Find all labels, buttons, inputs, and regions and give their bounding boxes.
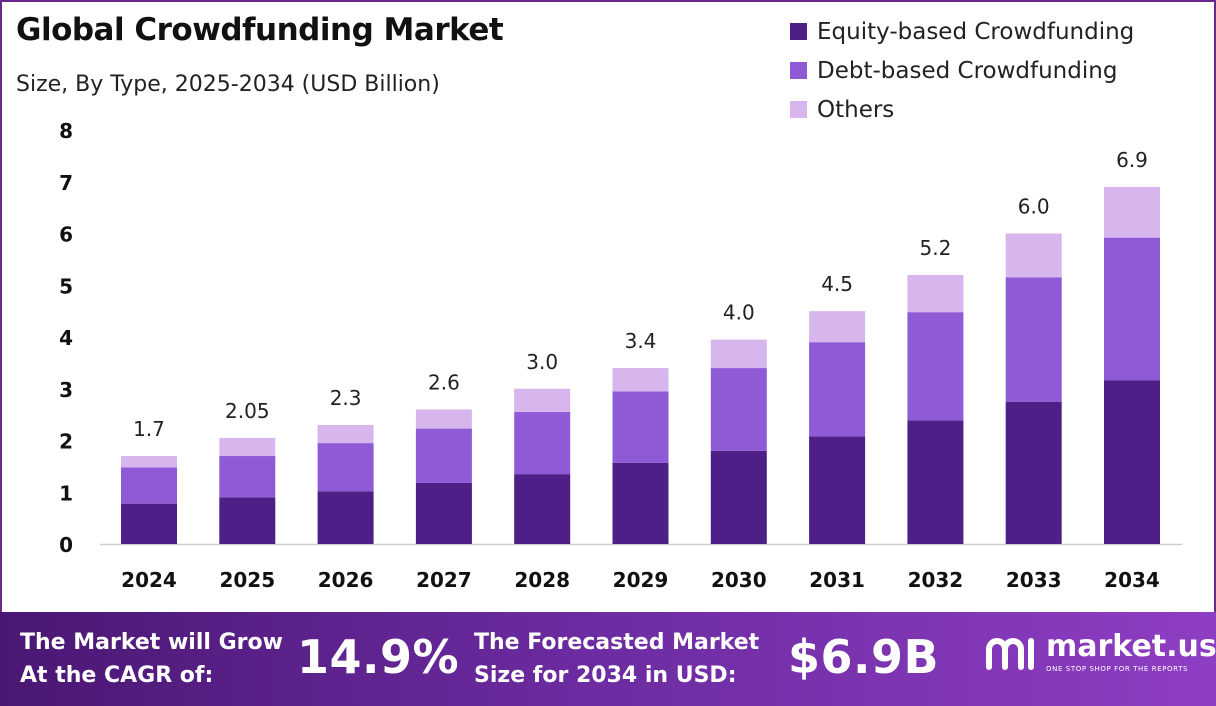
y-tick-label: 0 (59, 533, 73, 557)
y-tick-label: 6 (59, 223, 73, 247)
cagr-label-line2: At the CAGR of: (20, 663, 214, 688)
legend-swatch-debt (790, 62, 807, 79)
y-tick-label: 7 (59, 171, 73, 195)
bar-segment-debt (710, 368, 767, 451)
x-tick-label: 2028 (514, 568, 570, 592)
forecast-label: The Forecasted Market Size for 2034 in U… (474, 626, 759, 692)
bar-segment-others (514, 388, 571, 413)
x-tick-label: 2026 (318, 568, 374, 592)
y-tick-label: 4 (59, 326, 73, 350)
bar-total-label: 2.05 (225, 399, 270, 423)
legend-label-others: Others (817, 96, 895, 123)
bar-total-label: 1.7 (133, 417, 165, 441)
cagr-label-line1: The Market will Grow (20, 630, 283, 655)
bar-segment-others (612, 368, 669, 392)
legend-label-equity: Equity-based Crowdfunding (817, 18, 1135, 45)
x-tick-label: 2024 (121, 568, 177, 592)
legend: Equity-based Crowdfunding Debt-based Cro… (790, 12, 1134, 129)
forecast-label-line2: Size for 2034 in USD: (474, 663, 737, 688)
bar-segment-equity (612, 462, 669, 544)
bar-segment-debt (809, 342, 866, 437)
bar-segment-equity (809, 436, 866, 544)
y-tick-label: 3 (59, 378, 73, 402)
bar-segment-debt (1005, 277, 1062, 402)
legend-swatch-equity (790, 23, 807, 40)
market-us-logo: market.us ONE STOP SHOP FOR THE REPORTS (984, 632, 1216, 673)
bar-segment-debt (415, 428, 472, 483)
bar-segment-debt (907, 312, 964, 421)
legend-item-others: Others (790, 90, 1134, 129)
bar-segment-others (415, 409, 472, 429)
bar-segment-equity (710, 450, 767, 544)
x-tick-label: 2025 (219, 568, 275, 592)
x-tick-label: 2034 (1104, 568, 1160, 592)
x-tick-label: 2027 (416, 568, 472, 592)
legend-label-debt: Debt-based Crowdfunding (817, 57, 1118, 84)
brand-name: market.us (1046, 629, 1216, 664)
cagr-value: 14.9% (297, 630, 460, 684)
footer-banner: The Market will Grow At the CAGR of: 14.… (0, 612, 1216, 706)
bar-total-label: 6.9 (1116, 148, 1148, 172)
legend-swatch-others (790, 101, 807, 118)
bar-total-label: 3.4 (625, 329, 657, 353)
bar-total-label: 6.0 (1018, 195, 1050, 219)
bar-total-label: 4.5 (821, 272, 853, 296)
bar-segment-others (907, 274, 964, 313)
chart-title: Global Crowdfunding Market (16, 12, 504, 48)
cagr-label: The Market will Grow At the CAGR of: (20, 626, 283, 692)
y-tick-label: 8 (59, 119, 73, 143)
bar-segment-equity (1005, 401, 1062, 544)
logo-text: market.us ONE STOP SHOP FOR THE REPORTS (1046, 629, 1216, 674)
forecast-label-line1: The Forecasted Market (474, 630, 760, 655)
y-tick-label: 5 (59, 274, 73, 298)
bar-segment-equity (317, 491, 374, 544)
x-tick-label: 2033 (1006, 568, 1062, 592)
forecast-value: $6.9B (788, 630, 940, 684)
bar-segment-equity (121, 503, 177, 544)
x-tick-label: 2031 (809, 568, 865, 592)
bar-segment-debt (121, 467, 177, 504)
bar-segment-others (219, 437, 276, 457)
bar-segment-equity (219, 497, 276, 544)
stacked-bar-chart: 0 1 2 3 4 5 6 7 8 1.7 2024 2.05 2025 2.3 2026 2.6 2027 3.… (59, 119, 1182, 592)
legend-item-equity: Equity-based Crowdfunding (790, 12, 1134, 51)
legend-item-debt: Debt-based Crowdfunding (790, 51, 1134, 90)
y-tick-label: 1 (59, 481, 73, 505)
x-tick-label: 2032 (908, 568, 964, 592)
bar-segment-others (1005, 233, 1062, 278)
bar-total-label: 3.0 (526, 350, 558, 374)
bar-segment-others (710, 339, 767, 369)
bar-total-label: 5.2 (919, 236, 951, 260)
chart-subtitle: Size, By Type, 2025-2034 (USD Billion) (16, 72, 440, 97)
bar-total-label: 2.6 (428, 370, 460, 394)
x-tick-label: 2030 (711, 568, 767, 592)
bar-segment-debt (317, 443, 374, 492)
y-tick-label: 2 (59, 430, 73, 454)
x-tick-label: 2029 (613, 568, 669, 592)
bar-segment-equity (514, 474, 571, 544)
bar-segment-others (809, 311, 866, 343)
market-us-logo-icon (986, 637, 1034, 670)
bar-segment-debt (1104, 237, 1160, 381)
bar-segment-others (121, 456, 177, 468)
brand-tagline: ONE STOP SHOP FOR THE REPORTS (1046, 665, 1189, 673)
bar-segment-others (317, 424, 374, 444)
bar-segment-equity (1104, 380, 1160, 544)
bar-segment-equity (415, 482, 472, 544)
bar-segment-debt (612, 391, 669, 463)
bar-total-label: 2.3 (330, 386, 362, 410)
bar-segment-equity (907, 420, 964, 544)
bar-segment-others (1104, 186, 1160, 238)
bar-total-label: 4.0 (723, 301, 755, 325)
bar-segment-debt (219, 456, 276, 498)
bar-segment-debt (514, 412, 571, 475)
